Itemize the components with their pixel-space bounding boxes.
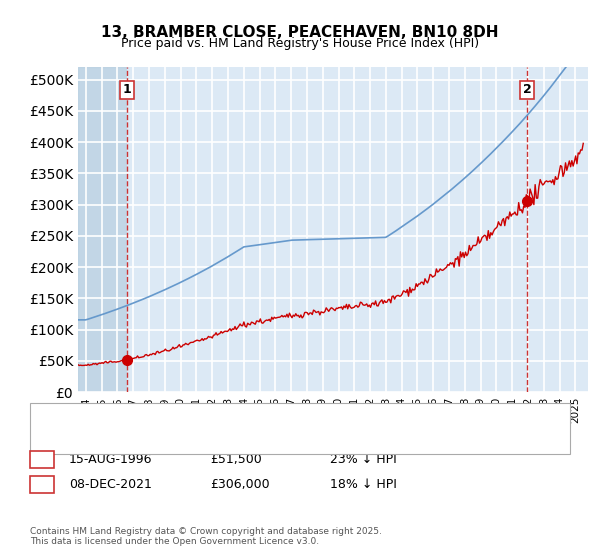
Text: 13, BRAMBER CLOSE, PEACEHAVEN, BN10 8DH (semi-detached house): 13, BRAMBER CLOSE, PEACEHAVEN, BN10 8DH … <box>87 408 455 418</box>
Text: 2: 2 <box>523 83 531 96</box>
Text: 1: 1 <box>123 83 131 96</box>
Text: Contains HM Land Registry data © Crown copyright and database right 2025.
This d: Contains HM Land Registry data © Crown c… <box>30 526 382 546</box>
Bar <box>127 67 588 392</box>
Text: ———: ——— <box>48 407 89 420</box>
Text: 08-DEC-2021: 08-DEC-2021 <box>69 478 152 491</box>
Text: 18% ↓ HPI: 18% ↓ HPI <box>330 478 397 491</box>
Text: 23% ↓ HPI: 23% ↓ HPI <box>330 452 397 466</box>
Text: 2: 2 <box>38 478 46 491</box>
Text: £306,000: £306,000 <box>210 478 269 491</box>
Text: 15-AUG-1996: 15-AUG-1996 <box>69 452 152 466</box>
Text: 13, BRAMBER CLOSE, PEACEHAVEN, BN10 8DH: 13, BRAMBER CLOSE, PEACEHAVEN, BN10 8DH <box>101 25 499 40</box>
Text: £51,500: £51,500 <box>210 452 262 466</box>
Text: ———: ——— <box>48 424 89 438</box>
Bar <box>78 67 127 392</box>
Text: 1: 1 <box>38 452 46 466</box>
Text: Price paid vs. HM Land Registry's House Price Index (HPI): Price paid vs. HM Land Registry's House … <box>121 37 479 50</box>
Text: HPI: Average price, semi-detached house, Lewes: HPI: Average price, semi-detached house,… <box>87 426 341 436</box>
